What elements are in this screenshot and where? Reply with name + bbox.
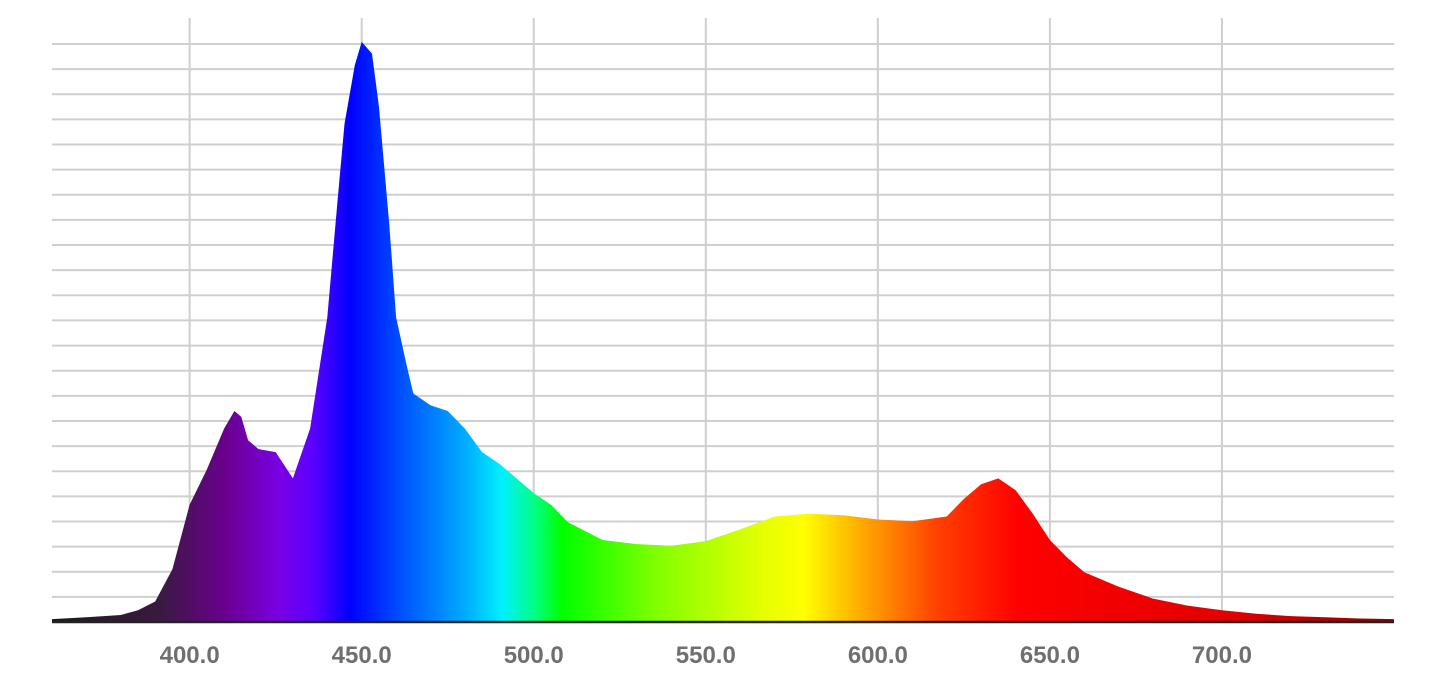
x-tick-label: 550.0 (676, 642, 736, 669)
x-tick-label: 400.0 (160, 642, 220, 669)
x-tick-label: 600.0 (848, 642, 908, 669)
x-tick-label: 450.0 (332, 642, 392, 669)
x-tick-label: 650.0 (1020, 642, 1080, 669)
spectrum-area (52, 42, 1394, 622)
x-tick-label: 700.0 (1192, 642, 1252, 669)
x-tick-labels: 400.0 450.0 500.0 550.0 600.0 650.0 700.0 (160, 642, 1252, 669)
x-tick-label: 500.0 (504, 642, 564, 669)
